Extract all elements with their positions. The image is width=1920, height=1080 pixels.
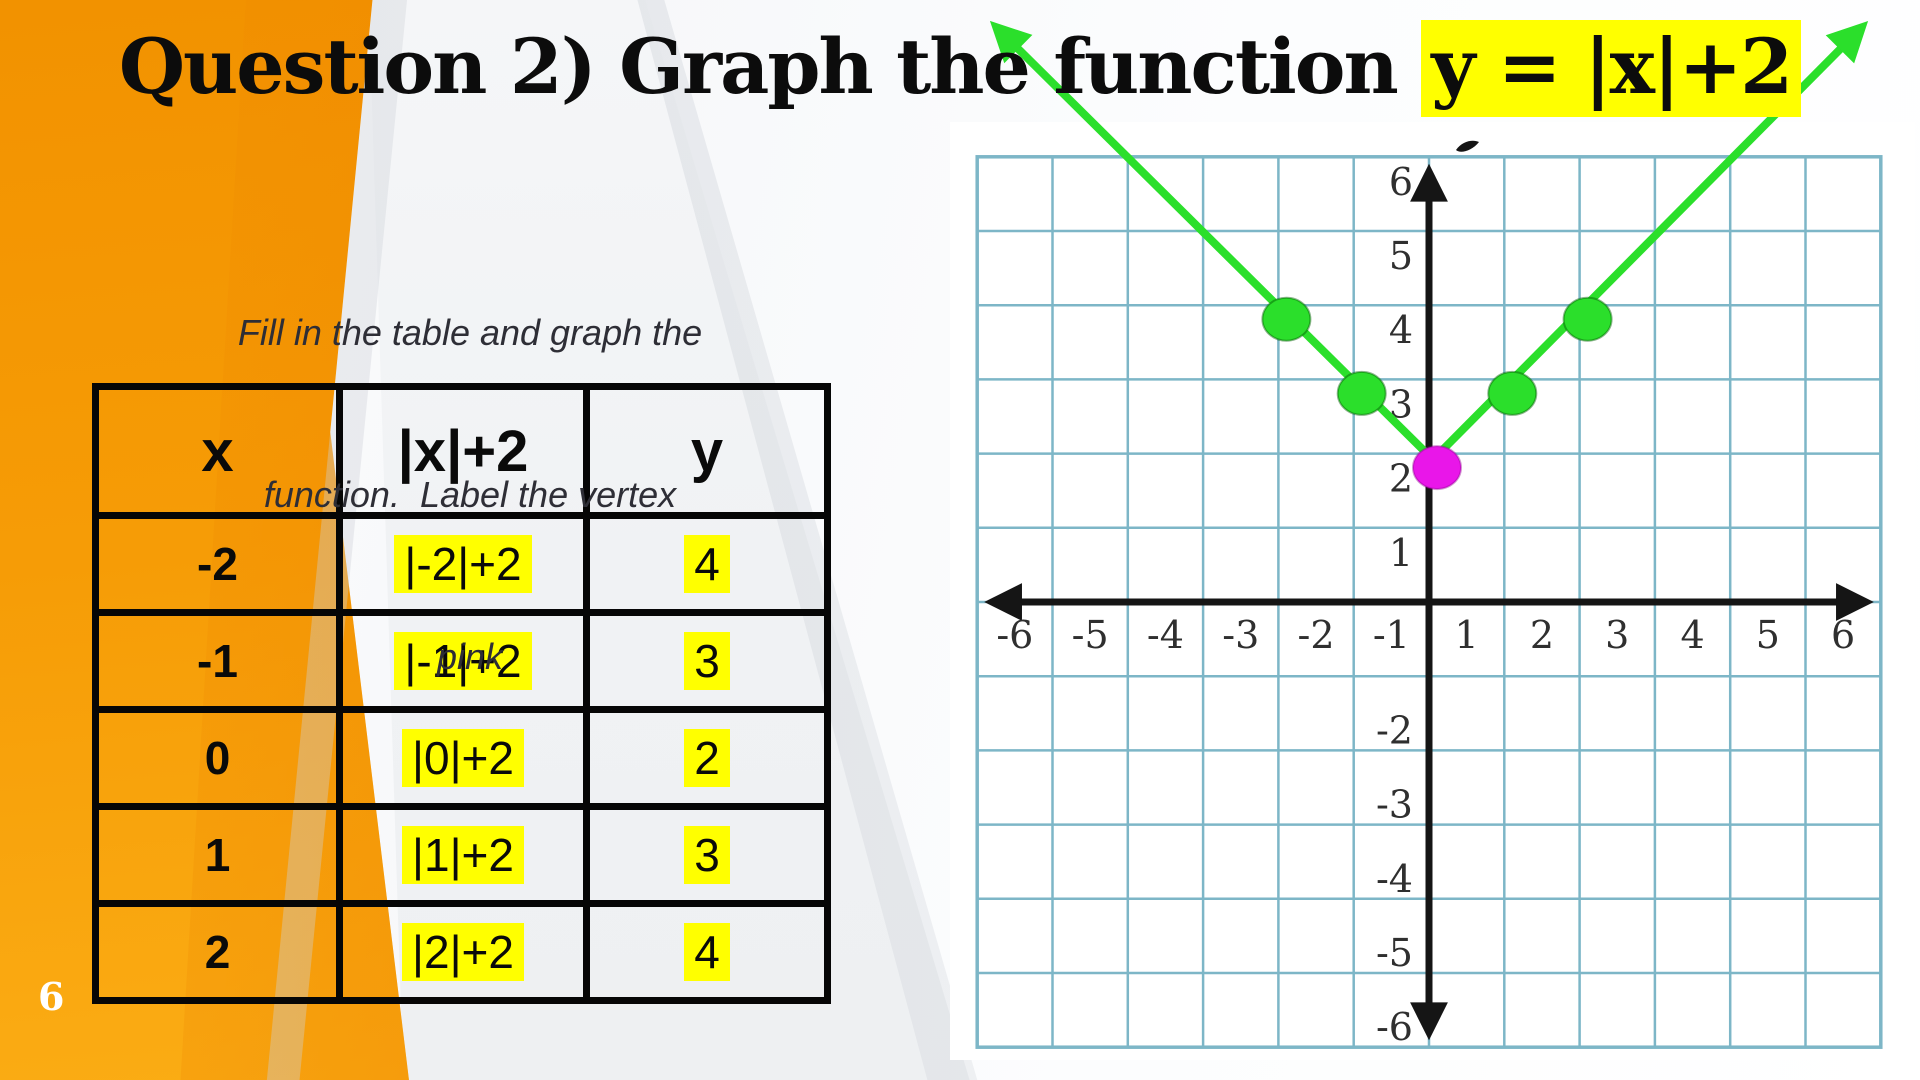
- header-y: y: [583, 383, 831, 519]
- svg-text:-2: -2: [1376, 708, 1413, 752]
- vertex-dot: [1412, 445, 1462, 491]
- instruction-line: Fill in the table and graph the: [237, 312, 703, 353]
- svg-text:1: 1: [1455, 613, 1479, 657]
- svg-text:5: 5: [1756, 613, 1780, 657]
- point-dot: [1261, 296, 1312, 342]
- table-row: 0 |0|+2 2: [92, 706, 831, 810]
- svg-text:-4: -4: [1147, 613, 1184, 657]
- svg-text:-1: -1: [1373, 613, 1410, 657]
- title-text: Question 2) Graph the function: [118, 22, 1422, 111]
- svg-text:4: 4: [1389, 308, 1413, 352]
- cell-x: -2: [92, 512, 343, 616]
- svg-text:-2: -2: [1298, 613, 1335, 657]
- highlighted-value: |2|+2: [402, 923, 524, 981]
- cell-y: 3: [583, 609, 831, 713]
- highlighted-value: |0|+2: [402, 729, 524, 787]
- cell-expr: |2|+2: [336, 900, 590, 1004]
- y-axis-label-remnant: [1456, 140, 1479, 152]
- svg-text:2: 2: [1530, 613, 1554, 657]
- svg-text:-3: -3: [1222, 613, 1259, 657]
- svg-text:-5: -5: [1072, 613, 1109, 657]
- svg-text:-3: -3: [1376, 783, 1413, 827]
- svg-text:-5: -5: [1376, 931, 1413, 975]
- highlighted-value: |1|+2: [402, 826, 524, 884]
- highlighted-value: 3: [684, 826, 730, 884]
- cell-x: 1: [92, 803, 343, 907]
- point-dot: [1336, 370, 1387, 416]
- cell-expr: |0|+2: [336, 706, 590, 810]
- cell-expr: |-1|+2: [336, 609, 590, 713]
- cell-y: 2: [583, 706, 831, 810]
- cell-x: -1: [92, 609, 343, 713]
- table-row: -2 |-2|+2 4: [92, 512, 831, 616]
- title-highlight: y = |x|+2: [1421, 20, 1802, 117]
- highlighted-value: |-1|+2: [394, 632, 532, 690]
- cell-y: 4: [583, 900, 831, 1004]
- point-dot: [1487, 370, 1538, 416]
- page-number: 6: [38, 974, 65, 1019]
- cell-x: 2: [92, 900, 343, 1004]
- svg-text:1: 1: [1389, 531, 1413, 575]
- table-row: 2 |2|+2 4: [92, 900, 831, 1004]
- header-expr: |x|+2: [336, 383, 590, 519]
- svg-text:3: 3: [1605, 613, 1629, 657]
- svg-text:-4: -4: [1376, 857, 1413, 901]
- header-x: x: [92, 383, 343, 519]
- cell-expr: |-2|+2: [336, 512, 590, 616]
- cell-y: 3: [583, 803, 831, 907]
- table-header-row: x |x|+2 y: [92, 383, 831, 519]
- highlighted-value: 2: [684, 729, 730, 787]
- svg-text:6: 6: [1831, 613, 1855, 657]
- cell-y: 4: [583, 512, 831, 616]
- svg-text:-6: -6: [996, 613, 1033, 657]
- cell-x: 0: [92, 706, 343, 810]
- svg-text:2: 2: [1389, 457, 1413, 501]
- cell-expr: |1|+2: [336, 803, 590, 907]
- page-title: Question 2) Graph the function y = |x|+2: [60, 20, 1860, 117]
- instruction-line: function. Label the vertex: [263, 474, 677, 515]
- svg-text:6: 6: [1389, 160, 1413, 204]
- highlighted-value: 4: [684, 923, 730, 981]
- instruction-text: Fill in the table and graph the function…: [140, 198, 800, 792]
- highlighted-value: 4: [684, 535, 730, 593]
- svg-text:4: 4: [1680, 613, 1704, 657]
- table-row: 1 |1|+2 3: [92, 803, 831, 907]
- axes: [984, 163, 1874, 1041]
- instruction-line: pink: [436, 636, 504, 677]
- data-points: [1261, 296, 1613, 491]
- highlighted-value: |-2|+2: [394, 535, 532, 593]
- highlighted-value: 3: [684, 632, 730, 690]
- table-row: -1 |-1|+2 3: [92, 609, 831, 713]
- point-dot: [1562, 296, 1613, 342]
- svg-text:-6: -6: [1376, 1005, 1413, 1049]
- values-table: x |x|+2 y -2 |-2|+2 4 -1 |-1|+2 3 0 |0|+…: [92, 383, 831, 1004]
- svg-text:5: 5: [1389, 234, 1413, 278]
